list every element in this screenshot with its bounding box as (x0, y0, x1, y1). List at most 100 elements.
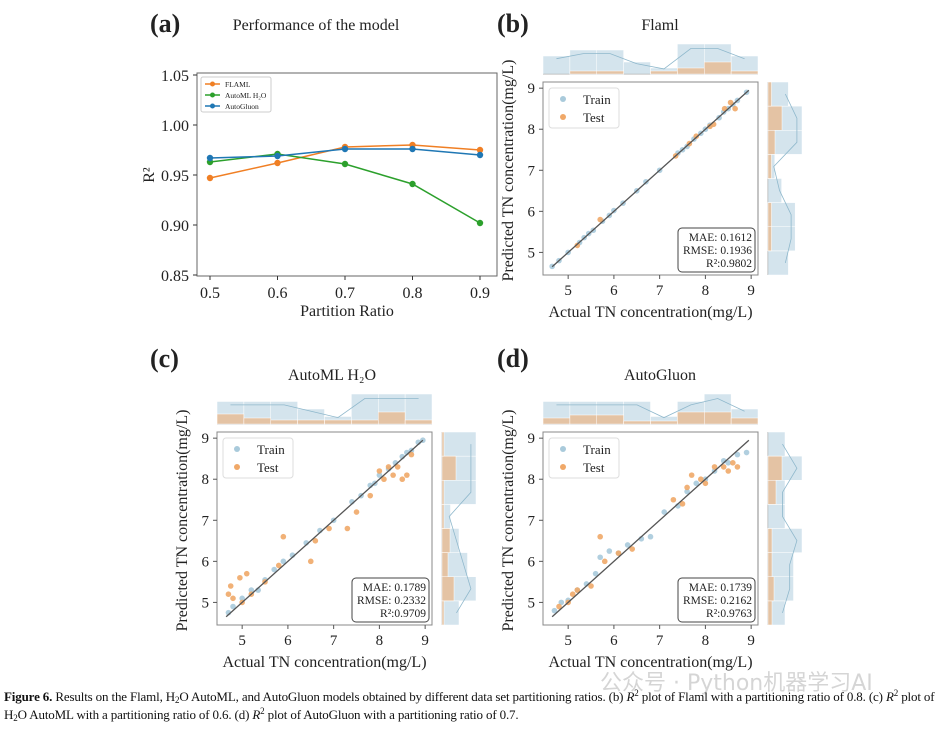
scatter-point-test (615, 550, 622, 556)
legend-marker (560, 464, 566, 470)
scatter-point-test (326, 525, 332, 532)
y-tick-label: 9 (528, 431, 536, 447)
fit-line (225, 439, 424, 618)
scatter-point-train (230, 603, 236, 610)
data-point (274, 159, 281, 167)
scatter-point-test (399, 476, 406, 483)
scatter-point-test (698, 476, 704, 483)
scatter-point-test (408, 451, 415, 458)
legend-label: Train (257, 442, 285, 457)
stats-box (351, 577, 430, 623)
y-tick-label: 8 (528, 122, 536, 138)
right-histogram-bar (767, 226, 796, 252)
top-histogram-bar (404, 393, 433, 425)
x-tick-label: 0.5 (200, 285, 220, 302)
right-histogram-bar (441, 576, 455, 602)
x-tick-label: 7 (330, 633, 338, 649)
y-tick-label: 0.85 (161, 268, 189, 285)
top-histogram-bar (351, 419, 379, 425)
scatter-point-train (725, 459, 732, 466)
top-histogram-bar (569, 70, 597, 75)
scatter-point-train (239, 595, 245, 602)
caption-r: R (626, 689, 635, 704)
scatter-point-test (688, 472, 695, 478)
x-tick-label: 5 (238, 633, 246, 649)
chart-c-title: AutoML H₂O (288, 367, 376, 384)
right-histogram-bar (767, 552, 773, 577)
scatter-point-test (679, 501, 686, 507)
scatter-point-test (711, 464, 718, 470)
y-tick-label: 6 (528, 554, 536, 570)
caption-figure-label: Figure 6. (4, 689, 53, 704)
scatter-point-train (743, 449, 750, 456)
scatter-point-train (271, 566, 277, 573)
chart-d-title: AutoGluon (624, 367, 696, 384)
top-histogram-bar (542, 417, 571, 425)
caption-sup: 2 (260, 706, 265, 716)
x-tick-label: 9 (421, 633, 429, 649)
y-axis-label: Predicted TN concentration(mg/L) (500, 410, 517, 632)
y-tick-label: 5 (528, 595, 536, 611)
right-histogram-bar (441, 600, 445, 626)
right-histogram-bar (767, 576, 775, 602)
top-histogram-bar (704, 411, 732, 425)
chart-b-title: Flaml (641, 17, 679, 34)
scatter-point-test (404, 472, 410, 478)
y-tick-label: 7 (202, 513, 210, 529)
scatter-point-test (385, 464, 392, 470)
y-tick-label: 5 (528, 245, 536, 261)
data-point (476, 151, 484, 159)
y-tick-label: 1.05 (161, 68, 189, 85)
top-kde-curve (230, 398, 419, 419)
scatter-point-train (624, 542, 631, 548)
panel-label-b: (b) (497, 9, 529, 38)
figure-caption: Figure 6. Results on the Flaml, H2O Auto… (4, 688, 944, 724)
stats-text: RMSE: 0.1936 (683, 245, 752, 257)
y-tick-label: 5 (202, 595, 210, 611)
legend-label: Train (583, 92, 611, 107)
legend-label: Test (583, 460, 605, 475)
x-tick-label: 5 (564, 283, 572, 299)
legend-box (548, 87, 620, 129)
right-histogram-bar (767, 81, 772, 107)
right-histogram-bar (441, 431, 445, 457)
legend-box (200, 76, 272, 113)
y-tick-label: 9 (202, 431, 210, 447)
caption-text: Results on the Flaml, H (52, 689, 176, 704)
top-histogram-bar (243, 417, 271, 425)
x-axis-label: Actual TN concentration(mg/L) (548, 304, 752, 321)
top-histogram-bar (650, 70, 678, 75)
scatter-point-test (376, 468, 383, 474)
x-tick-label: 0.9 (470, 285, 490, 302)
caption-sub: 2 (175, 695, 180, 705)
x-tick-label: 6 (284, 633, 292, 649)
right-histogram-bar (441, 504, 445, 529)
x-tick-label: 9 (747, 633, 755, 649)
y-axis-label: R² (141, 167, 158, 183)
y-axis-label: Predicted TN concentration(mg/L) (174, 410, 191, 632)
x-tick-label: 0.8 (403, 285, 423, 302)
legend-label: AutoML H₂O (225, 91, 267, 100)
scatter-point-test (367, 492, 374, 499)
caption-text: O AutoML, and AutoGluon models obtained … (179, 689, 627, 704)
top-histogram-bar (596, 70, 624, 75)
top-histogram-bar (730, 417, 759, 425)
top-histogram-bar (650, 420, 678, 425)
x-tick-label: 8 (376, 633, 384, 649)
panel-label-c: (c) (150, 344, 179, 373)
x-tick-label: 0.7 (335, 285, 355, 302)
top-histogram-bar (704, 61, 732, 75)
legend-marker (234, 464, 240, 470)
stats-text: MAE: 0.1612 (689, 232, 753, 244)
caption-text: O AutoML with a partitioning ratio of 0.… (17, 707, 253, 722)
legend-marker (234, 446, 240, 452)
data-point (206, 174, 214, 182)
scatter-point-test (307, 558, 314, 565)
stats-text: MAE: 0.1739 (689, 582, 753, 594)
top-kde-curve (556, 48, 745, 70)
scatter-point-test (225, 591, 232, 598)
stats-box (677, 227, 756, 273)
scatter-point-train (647, 533, 654, 540)
caption-r: R (885, 689, 894, 704)
